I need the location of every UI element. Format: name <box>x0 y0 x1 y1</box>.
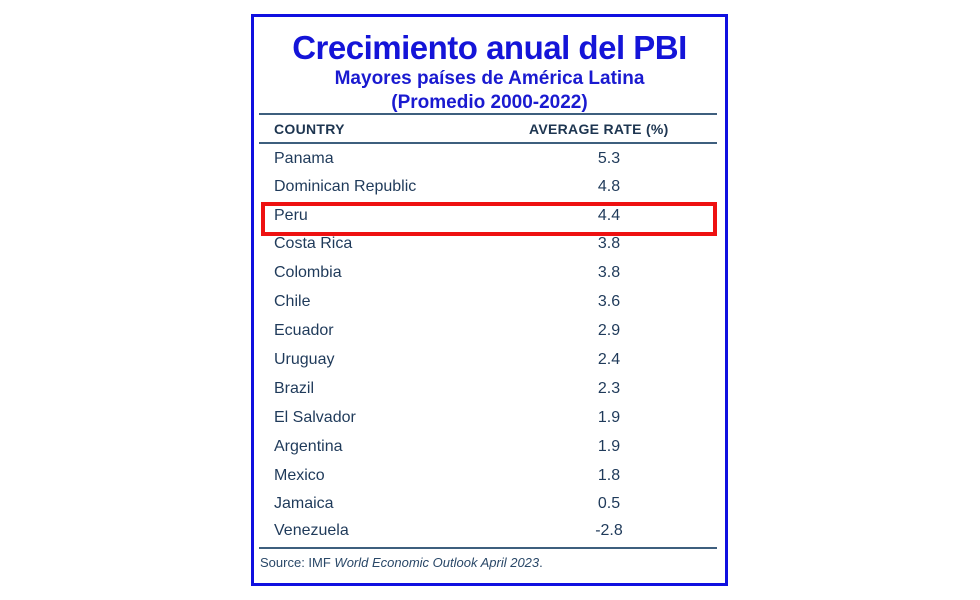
table-row: Mexico 1.8 <box>274 463 714 491</box>
table-row: Ecuador 2.9 <box>274 318 714 346</box>
page-title: Crecimiento anual del PBI <box>292 29 687 66</box>
rate-value: -2.8 <box>595 522 623 539</box>
table-row: Venezuela -2.8 <box>274 518 714 546</box>
country-name: Colombia <box>274 264 342 281</box>
rate-value: 3.6 <box>597 293 621 310</box>
rate-value: 4.8 <box>597 178 621 195</box>
source-note: Source: IMF World Economic Outlook April… <box>260 555 543 570</box>
country-name: Jamaica <box>274 495 334 512</box>
rate-value: 2.4 <box>597 351 621 368</box>
table-row: Panama 5.3 <box>274 146 714 174</box>
country-name: Ecuador <box>274 322 334 339</box>
country-name: Costa Rica <box>274 235 353 252</box>
country-name: Panama <box>274 150 334 167</box>
country-name: Chile <box>274 293 311 310</box>
rate-value: 3.8 <box>597 264 621 281</box>
table-row: Argentina 1.9 <box>274 434 714 462</box>
subtitle: Mayores países de América Latina <box>334 68 645 89</box>
header-top-rule <box>259 113 717 115</box>
country-name: Venezuela <box>274 522 349 539</box>
source-publication: World Economic Outlook April 2023 <box>334 555 540 570</box>
rate-value: 2.9 <box>597 322 621 339</box>
country-name: Dominican Republic <box>274 178 417 195</box>
country-name: Argentina <box>274 438 343 455</box>
country-name: Peru <box>274 207 308 224</box>
table-row: Uruguay 2.4 <box>274 347 714 375</box>
rate-value: 1.9 <box>597 438 621 455</box>
country-name: Brazil <box>274 380 315 397</box>
country-name: Mexico <box>274 467 325 484</box>
rate-value: 1.9 <box>597 409 621 426</box>
table-row: Colombia 3.8 <box>274 260 714 288</box>
table-row: Chile 3.6 <box>274 289 714 317</box>
rate-value: 1.8 <box>597 467 621 484</box>
peru-highlight-box <box>261 202 717 236</box>
source-suffix: . <box>539 555 543 570</box>
rate-value: 4.4 <box>597 207 621 224</box>
rate-value: 2.3 <box>597 380 621 397</box>
country-name: Uruguay <box>274 351 335 368</box>
country-name: El Salvador <box>274 409 356 426</box>
rate-value: 0.5 <box>597 495 621 512</box>
table-row: Brazil 2.3 <box>274 376 714 404</box>
table-row: El Salvador 1.9 <box>274 405 714 433</box>
period-label: (Promedio 2000-2022) <box>391 92 588 113</box>
table-row: Jamaica 0.5 <box>274 491 714 519</box>
header-bottom-rule <box>259 142 717 144</box>
growth-table-card: Crecimiento anual del PBI Mayores países… <box>251 14 728 586</box>
table-row-highlighted: Peru 4.4 <box>274 203 714 231</box>
rate-value: 5.3 <box>597 150 621 167</box>
column-header-country: COUNTRY <box>274 121 345 137</box>
source-prefix: Source: IMF <box>260 555 335 570</box>
footer-rule <box>259 547 717 549</box>
table-row: Costa Rica 3.8 <box>274 231 714 259</box>
rate-value: 3.8 <box>597 235 621 252</box>
table-row: Dominican Republic 4.8 <box>274 174 714 202</box>
column-header-rate: AVERAGE RATE (%) <box>529 121 669 137</box>
